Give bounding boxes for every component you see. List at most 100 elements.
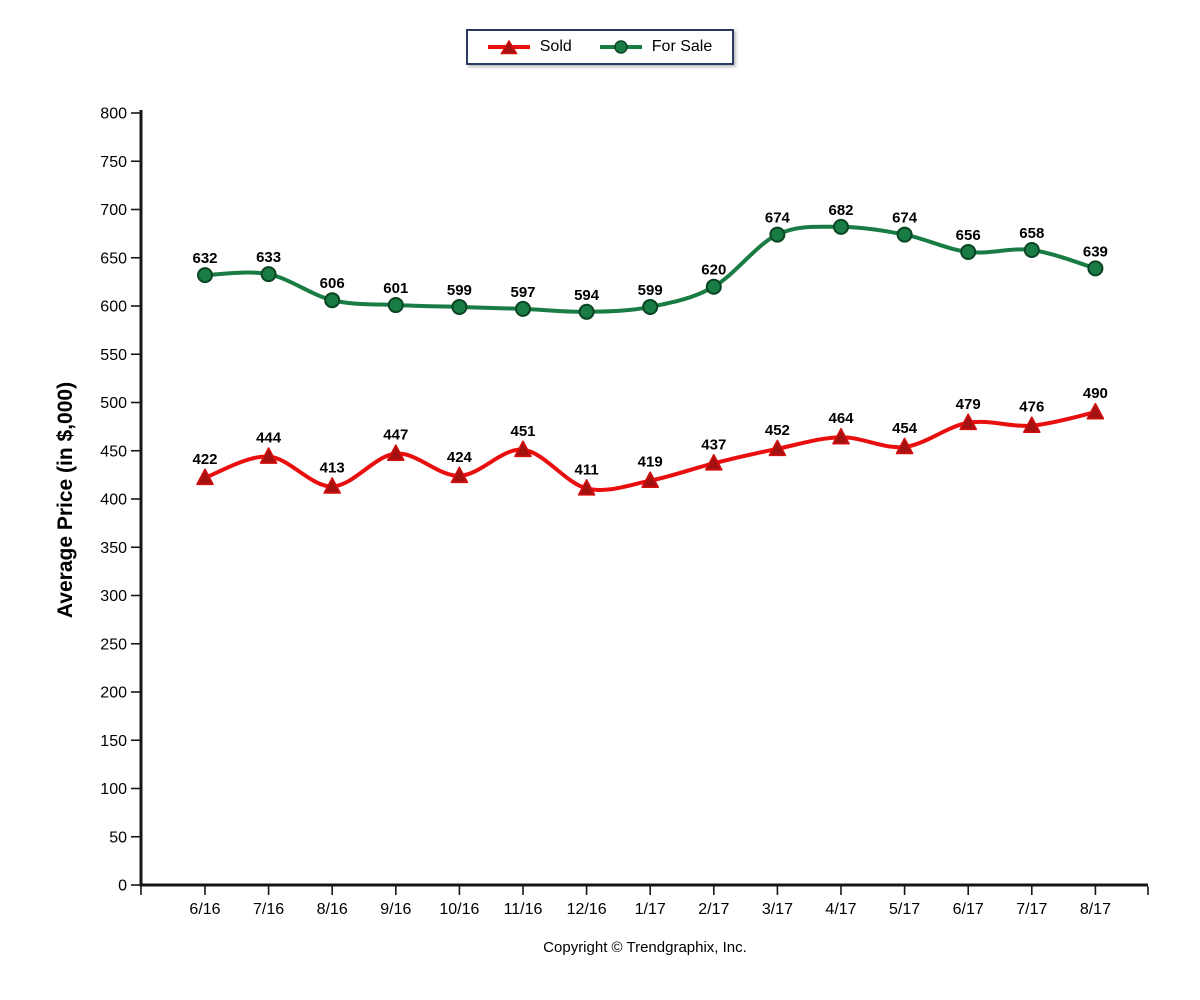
x-tick-label: 7/17 [1016, 901, 1047, 918]
data-label: 452 [765, 422, 790, 439]
data-label: 464 [828, 410, 854, 427]
data-label: 444 [256, 430, 282, 447]
marker-triangle-sold [387, 444, 405, 461]
y-tick-label: 100 [100, 781, 127, 798]
x-tick-label: 9/16 [380, 901, 411, 918]
y-tick-label: 50 [109, 829, 127, 846]
data-label: 674 [765, 210, 791, 227]
marker-circle-for-sale [515, 300, 531, 317]
marker-triangle-sold [196, 468, 214, 486]
for-sale-line-circle-icon [599, 40, 642, 54]
y-tick-label: 700 [100, 202, 127, 219]
x-tick-label: 8/16 [317, 901, 348, 918]
y-tick-label: 500 [100, 395, 127, 412]
x-tick-label: 7/16 [253, 901, 284, 918]
x-tick-label: 3/17 [762, 901, 793, 918]
marker-circle-for-sale [642, 298, 659, 315]
marker-triangle-sold [895, 437, 914, 455]
data-label: 599 [638, 282, 663, 299]
data-label: 597 [510, 284, 535, 301]
data-label: 620 [701, 262, 726, 279]
legend-label-for-sale: For Sale [651, 38, 713, 55]
data-label: 479 [956, 396, 981, 413]
marker-triangle-sold [1023, 416, 1041, 433]
marker-triangle-sold [705, 453, 723, 471]
y-tick-label: 200 [100, 685, 127, 702]
sold-line-triangle-icon [487, 39, 530, 55]
y-tick-label: 800 [100, 106, 127, 123]
marker-triangle-sold [959, 413, 977, 431]
y-tick-label: 0 [118, 878, 127, 895]
x-tick-label: 12/16 [567, 901, 607, 918]
data-label: 601 [383, 280, 408, 297]
data-label: 419 [638, 454, 663, 471]
marker-circle-for-sale [578, 303, 595, 320]
marker-triangle-sold [323, 477, 341, 494]
x-tick-label: 4/17 [825, 901, 856, 918]
data-label: 451 [510, 423, 535, 440]
data-label: 411 [574, 461, 598, 478]
marker-triangle-sold [259, 447, 278, 464]
marker-circle-for-sale [197, 267, 213, 284]
marker-circle-for-sale [833, 218, 849, 235]
chart-legend: Sold For Sale [0, 29, 1200, 65]
marker-circle-for-sale [260, 266, 277, 283]
data-label: 447 [383, 427, 408, 444]
legend-item-sold[interactable]: Sold [486, 38, 572, 56]
y-tick-label: 650 [100, 250, 127, 267]
marker-triangle-sold [450, 466, 469, 484]
y-tick-label: 550 [100, 347, 127, 364]
y-tick-label: 350 [100, 540, 127, 557]
x-tick-label: 11/16 [504, 901, 543, 918]
data-label: 599 [447, 282, 472, 299]
marker-triangle-sold [768, 439, 787, 457]
data-label: 633 [256, 249, 281, 266]
marker-circle-for-sale [960, 243, 977, 260]
marker-circle-for-sale [387, 297, 404, 314]
marker-triangle-sold [641, 471, 659, 488]
copyright-text: Copyright © Trendgraphix, Inc. [543, 939, 747, 956]
data-label: 424 [447, 449, 473, 466]
data-label: 639 [1083, 243, 1108, 260]
marker-circle-for-sale [1087, 260, 1104, 277]
data-label: 490 [1083, 385, 1108, 402]
data-label: 658 [1019, 225, 1044, 242]
data-label: 594 [574, 287, 600, 304]
marker-triangle-sold [514, 440, 532, 458]
x-tick-label: 6/16 [189, 901, 220, 918]
y-tick-label: 250 [100, 636, 127, 653]
marker-circle-for-sale [769, 226, 786, 243]
x-tick-label: 1/17 [635, 901, 666, 918]
y-tick-label: 450 [100, 443, 127, 460]
marker-circle-for-sale [705, 278, 722, 295]
y-tick-label: 600 [100, 299, 127, 316]
data-label: 632 [192, 250, 217, 267]
data-label: 422 [192, 451, 217, 468]
marker-circle-for-sale [896, 226, 913, 243]
data-label: 476 [1019, 399, 1044, 416]
data-label: 437 [701, 436, 726, 453]
legend-box: Sold For Sale [465, 29, 735, 65]
y-tick-label: 150 [100, 733, 127, 750]
legend-item-for-sale[interactable]: For Sale [598, 38, 712, 56]
marker-triangle-sold [577, 479, 596, 496]
data-label: 606 [320, 275, 345, 292]
legend-label-sold: Sold [539, 38, 572, 55]
x-tick-label: 2/17 [698, 901, 729, 918]
y-tick-label: 750 [100, 154, 127, 171]
data-label: 674 [892, 210, 918, 227]
data-label: 413 [320, 459, 345, 476]
marker-circle-for-sale [1023, 242, 1040, 259]
x-tick-label: 8/17 [1080, 901, 1111, 918]
marker-circle-for-sale [324, 292, 341, 309]
data-label: 454 [892, 420, 918, 437]
marker-triangle-sold [1086, 402, 1105, 420]
marker-triangle-sold [832, 427, 850, 445]
marker-circle-for-sale [451, 298, 468, 315]
y-tick-label: 300 [100, 588, 127, 605]
data-label: 656 [956, 227, 981, 244]
x-tick-label: 5/17 [889, 901, 920, 918]
x-tick-label: 6/17 [953, 901, 984, 918]
